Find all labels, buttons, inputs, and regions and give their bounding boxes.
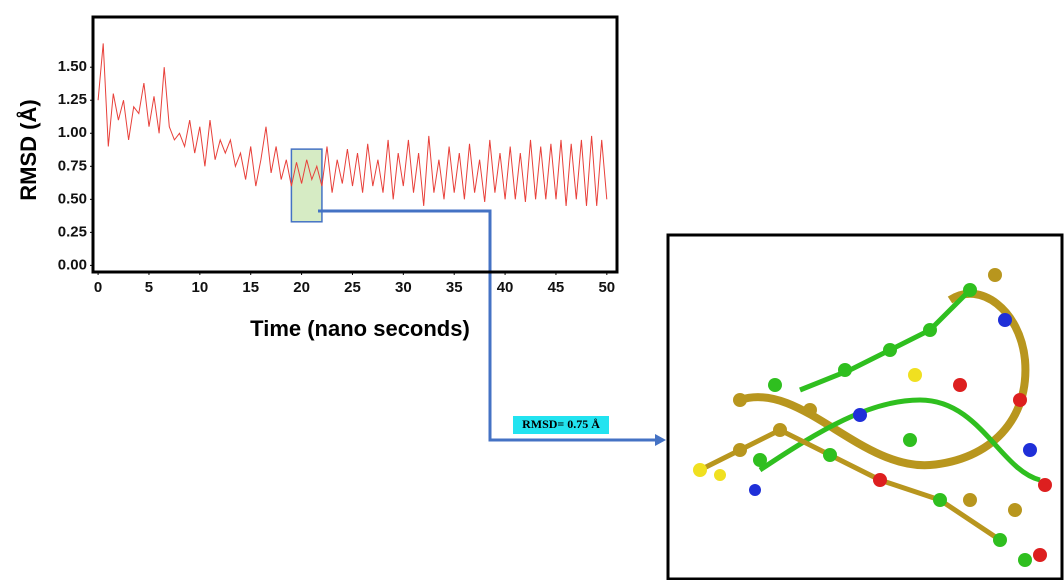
x-tick-label: 20 [293, 279, 310, 296]
y-tick-label: 0.25 [58, 223, 87, 240]
y-tick-label: 0.50 [58, 190, 87, 207]
x-tick-label: 50 [598, 279, 615, 296]
x-tick-label: 40 [497, 279, 514, 296]
x-tick-label: 30 [395, 279, 412, 296]
figure: RMSD (Å) Time (nano seconds) RMSD= 0.75 … [0, 0, 1064, 580]
plot-frame [93, 17, 617, 272]
x-tick-label: 0 [94, 279, 102, 296]
y-tick-label: 1.00 [58, 124, 87, 141]
y-axis-label: RMSD (Å) [15, 99, 41, 200]
y-tick-label: 0.00 [58, 256, 87, 273]
y-tick-label: 1.50 [58, 58, 87, 75]
rmsd-line [98, 43, 607, 206]
inset-frame [668, 235, 1062, 579]
y-tick-label: 1.25 [58, 91, 87, 108]
x-tick-label: 25 [344, 279, 361, 296]
arrow-head [655, 434, 666, 446]
annotation: RMSD= 0.75 Å [522, 417, 600, 431]
x-tick-label: 45 [548, 279, 565, 296]
x-tick-label: 5 [145, 279, 153, 296]
x-axis-label: Time (nano seconds) [250, 316, 470, 341]
x-tick-label: 10 [191, 279, 208, 296]
y-tick-label: 0.75 [58, 157, 87, 174]
x-tick-label: 35 [446, 279, 463, 296]
x-tick-label: 15 [242, 279, 259, 296]
